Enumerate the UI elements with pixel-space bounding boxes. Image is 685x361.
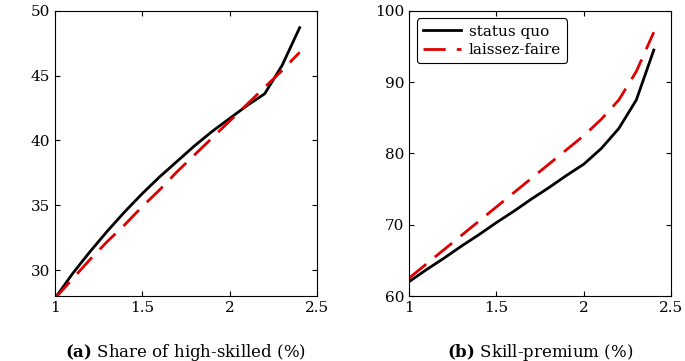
laissez-faire: [580, 134, 588, 138]
status quo: [243, 103, 251, 108]
laissez-faire: [405, 276, 413, 280]
Line: laissez-faire: laissez-faire: [55, 52, 299, 299]
laissez-faire: [138, 204, 147, 209]
laissez-faire: [243, 102, 251, 106]
laissez-faire: [295, 50, 303, 55]
Line: status quo: status quo: [55, 28, 299, 299]
status quo: [155, 175, 164, 179]
laissez-faire: [121, 222, 129, 227]
laissez-faire: [458, 233, 466, 238]
status quo: [527, 197, 536, 201]
status quo: [208, 129, 216, 134]
Text: $\mathbf{(a)}$ Share of high-skilled (%): $\mathbf{(a)}$ Share of high-skilled (%): [66, 342, 306, 361]
status quo: [173, 159, 182, 164]
laissez-faire: [208, 136, 216, 140]
status quo: [562, 173, 571, 178]
laissez-faire: [632, 69, 640, 74]
status quo: [68, 272, 77, 276]
status quo: [510, 209, 518, 213]
laissez-faire: [562, 148, 571, 152]
status quo: [138, 191, 147, 196]
laissez-faire: [260, 85, 269, 90]
status quo: [493, 221, 501, 225]
status quo: [580, 162, 588, 166]
laissez-faire: [51, 296, 59, 301]
status quo: [86, 250, 94, 254]
status quo: [614, 126, 623, 131]
status quo: [475, 232, 483, 237]
Line: status quo: status quo: [409, 50, 653, 282]
status quo: [440, 256, 448, 260]
laissez-faire: [225, 119, 234, 123]
Line: laissez-faire: laissez-faire: [409, 32, 653, 278]
status quo: [545, 186, 553, 190]
laissez-faire: [475, 219, 483, 223]
laissez-faire: [545, 162, 553, 166]
laissez-faire: [278, 68, 286, 73]
Text: $\mathbf{(b)}$ Skill-premium (%): $\mathbf{(b)}$ Skill-premium (%): [447, 342, 634, 361]
status quo: [423, 268, 431, 272]
status quo: [121, 210, 129, 214]
laissez-faire: [86, 257, 94, 262]
status quo: [632, 98, 640, 102]
laissez-faire: [103, 239, 112, 244]
laissez-faire: [440, 248, 448, 252]
laissez-faire: [155, 188, 164, 192]
Legend: status quo, laissez-faire: status quo, laissez-faire: [416, 18, 567, 63]
laissez-faire: [649, 30, 658, 34]
laissez-faire: [68, 277, 77, 281]
laissez-faire: [423, 262, 431, 266]
laissez-faire: [527, 176, 536, 180]
status quo: [597, 146, 606, 151]
laissez-faire: [597, 117, 606, 121]
status quo: [458, 244, 466, 248]
status quo: [278, 63, 286, 68]
status quo: [405, 280, 413, 284]
status quo: [295, 26, 303, 30]
status quo: [190, 143, 199, 148]
laissez-faire: [190, 153, 199, 157]
laissez-faire: [510, 191, 518, 195]
status quo: [51, 296, 59, 301]
status quo: [649, 48, 658, 52]
status quo: [260, 92, 269, 96]
status quo: [103, 229, 112, 233]
status quo: [225, 116, 234, 121]
laissez-faire: [493, 205, 501, 209]
laissez-faire: [173, 169, 182, 174]
laissez-faire: [614, 98, 623, 102]
